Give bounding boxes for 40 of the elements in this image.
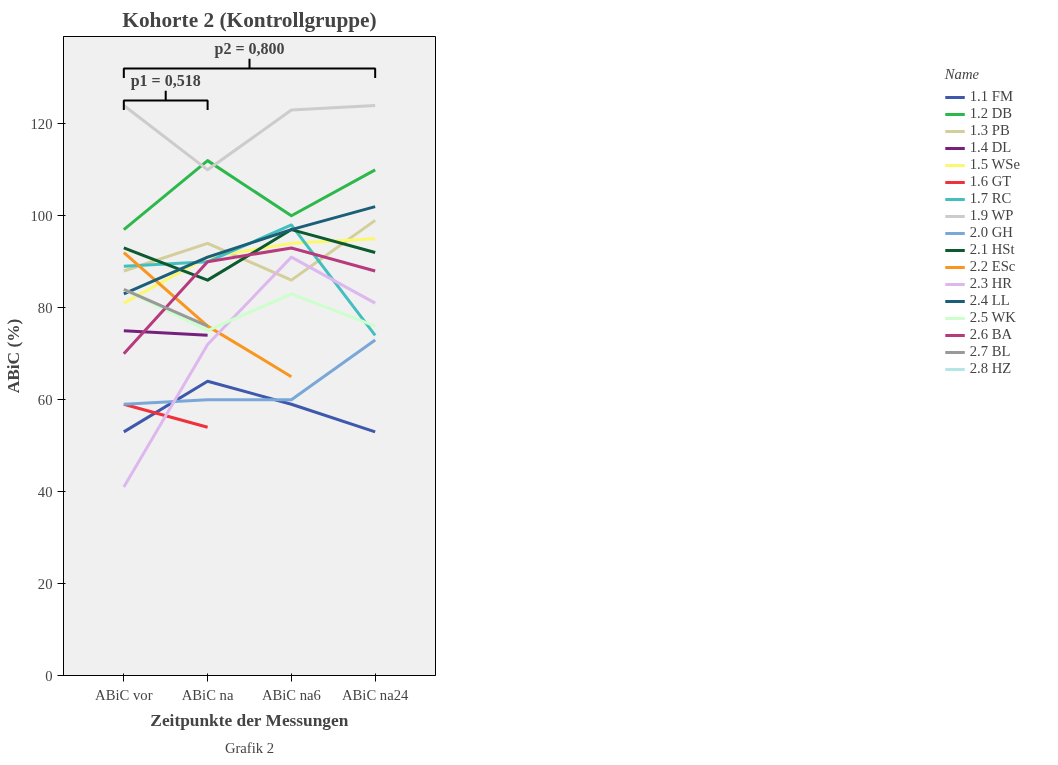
y-tick-label: 100: [30, 207, 53, 224]
legend-label: 2.3 HR: [969, 275, 1013, 292]
line-series: [122, 205, 377, 296]
x-axis-title: Zeitpunkte der Messungen: [150, 710, 349, 730]
y-tick-label: 60: [37, 391, 53, 408]
chart-title: Kohorte 2 (Kontrollgruppe): [122, 7, 377, 32]
legend-label: 2.5 WK: [969, 309, 1016, 326]
line-series: [122, 228, 377, 282]
line-series: [122, 246, 377, 356]
x-tick-label: ABiC na6: [261, 686, 321, 703]
legend-label: 1.4 DL: [969, 139, 1012, 156]
x-tick-label: ABiC na24: [342, 686, 410, 703]
legend-label: 2.1 HSt: [969, 241, 1015, 258]
legend-label: 2.6 BA: [969, 326, 1013, 343]
legend-label: 1.9 WP: [969, 207, 1014, 224]
legend-label: 1.5 WSe: [969, 156, 1020, 173]
y-tick-label: 20: [37, 575, 53, 592]
legend-label: 1.6 GT: [969, 173, 1012, 190]
legend-label: 1.2 DB: [969, 105, 1013, 122]
x-tick-label: ABiC na: [181, 686, 234, 703]
annotation: p2 = 0,800: [214, 39, 285, 58]
legend-label: 2.7 BL: [969, 343, 1011, 360]
y-tick-label: 120: [30, 115, 53, 132]
legend-label: 2.4 LL: [969, 292, 1010, 309]
x-tick-label: ABiC vor: [95, 686, 153, 703]
legend-label: 2.0 GH: [969, 224, 1013, 241]
legend-label: 1.1 FM: [969, 88, 1013, 105]
legend-label: 2.8 HZ: [969, 360, 1012, 377]
y-axis-title: ABiC (%): [3, 318, 23, 394]
annotation: p1 = 0,518: [130, 71, 201, 90]
y-tick-label: 40: [37, 483, 53, 500]
legend-label: 1.7 RC: [969, 190, 1012, 207]
legend-title: Name: [944, 66, 980, 83]
legend-label: 2.2 ESc: [969, 258, 1016, 275]
legend-label: 1.3 PB: [969, 122, 1010, 139]
line-series: [122, 159, 377, 232]
line-series: [122, 255, 377, 489]
y-tick-label: 0: [45, 667, 53, 684]
y-tick-label: 80: [37, 299, 53, 316]
text: Grafik 2: [224, 739, 275, 756]
